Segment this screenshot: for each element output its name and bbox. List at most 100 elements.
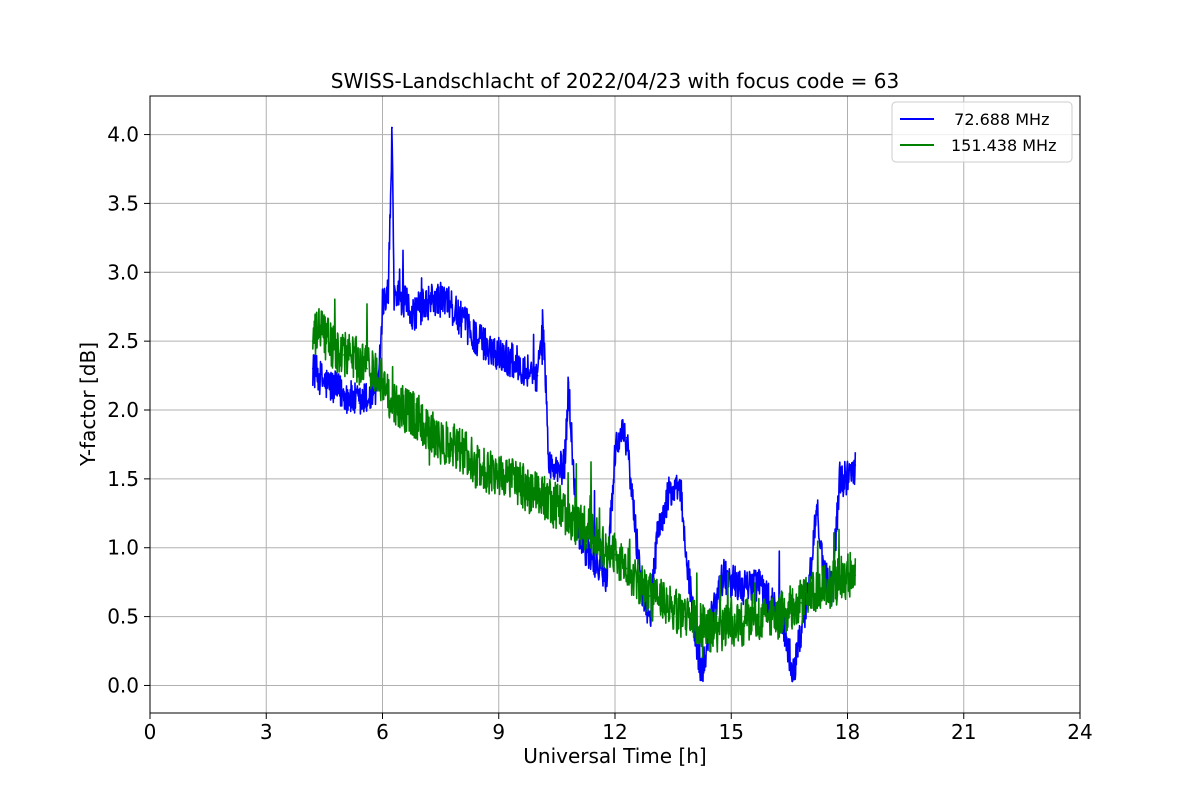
data-point-151mhz [846,574,849,577]
data-point-72mhz [594,560,597,563]
data-point-151mhz [556,505,558,508]
data-point-151mhz [327,340,330,342]
data-point-72mhz [668,491,671,494]
data-point-151mhz [567,512,570,515]
series-layer [312,126,857,683]
data-point-72mhz [443,299,446,301]
data-point-151mhz [776,615,779,618]
data-point-151mhz [591,533,593,535]
data-point-72mhz [649,615,651,618]
data-point-151mhz [319,326,322,329]
data-point-72mhz [734,581,736,583]
data-point-151mhz [811,595,814,597]
data-point-72mhz [490,347,492,349]
y-tick-label: 3.0 [107,260,139,284]
data-point-151mhz [854,574,857,577]
data-point-151mhz [350,354,353,356]
data-point-151mhz [521,485,523,487]
data-point-151mhz [366,367,368,370]
data-point-72mhz [323,381,326,384]
data-point-72mhz [387,285,390,287]
data-point-72mhz [722,574,725,577]
data-point-72mhz [455,312,457,315]
data-point-151mhz [684,615,686,618]
data-point-72mhz [606,574,609,577]
x-tick-label: 6 [376,720,389,744]
y-axis-label: Y-factor [dB] [76,342,100,467]
y-tick-label: 1.5 [107,467,139,491]
data-point-151mhz [800,602,802,604]
y-tick-label: 2.5 [107,329,139,353]
data-point-72mhz [757,581,760,583]
data-point-72mhz [401,299,403,301]
data-point-72mhz [815,505,818,508]
data-point-72mhz [358,402,361,404]
data-point-72mhz [513,361,516,363]
data-point-151mhz [649,595,651,597]
x-tick-label: 21 [951,720,976,744]
data-point-151mhz [788,608,791,611]
data-point-151mhz [695,622,698,625]
y-tick-label: 0.5 [107,605,139,629]
data-point-151mhz [474,464,477,466]
y-tick-label: 0.0 [107,673,139,697]
data-point-151mhz [416,416,419,418]
x-axis: 0 3 6 9 12 15 18 21 24 [144,713,1093,744]
data-point-72mhz [420,305,423,308]
data-point-151mhz [823,588,826,590]
data-point-151mhz [730,622,733,625]
chart-title: SWISS-Landschlacht of 2022/04/23 with fo… [331,69,899,93]
y-tick-label: 1.0 [107,536,139,560]
x-tick-label: 15 [719,720,744,744]
data-point-151mhz [486,471,488,473]
data-point-151mhz [625,567,628,570]
data-point-72mhz [501,354,504,356]
data-point-72mhz [391,126,394,129]
x-tick-label: 24 [1067,720,1092,744]
y-tick-label: 4.0 [107,123,139,147]
data-point-151mhz [707,629,709,632]
x-tick-label: 9 [492,720,505,744]
data-point-72mhz [839,478,841,480]
data-point-72mhz [312,367,314,370]
data-point-72mhz [567,381,570,384]
legend: 72.688 MHz 151.438 MHz [891,101,1073,163]
data-point-72mhz [746,588,748,590]
data-point-151mhz [343,354,345,356]
data-point-151mhz [463,450,465,453]
data-point-72mhz [466,326,469,329]
data-point-151mhz [393,402,395,404]
data-point-72mhz [370,395,372,398]
data-point-72mhz [412,312,415,315]
data-point-151mhz [312,340,314,342]
series-trace-151mhz [312,298,857,658]
data-point-151mhz [602,546,605,549]
y-tick-label: 2.0 [107,398,139,422]
data-point-151mhz [381,381,384,384]
x-axis-label: Universal Time [h] [523,744,706,768]
data-point-72mhz [556,471,558,473]
data-point-72mhz [335,388,337,391]
data-point-151mhz [532,491,535,494]
data-point-151mhz [335,347,337,349]
data-point-151mhz [742,622,744,625]
data-point-72mhz [699,677,702,680]
x-tick-label: 18 [835,720,860,744]
data-point-151mhz [835,581,837,583]
data-point-72mhz [687,574,690,577]
data-point-72mhz [618,436,620,439]
data-point-72mhz [548,464,550,466]
data-point-72mhz [680,491,682,494]
data-point-72mhz [381,299,384,301]
data-point-72mhz [432,299,434,301]
legend-label-151mhz: 151.438 MHz [951,136,1056,155]
data-point-151mhz [614,553,616,556]
data-point-72mhz [536,374,539,377]
data-point-72mhz [542,326,545,329]
data-point-151mhz [753,615,756,618]
data-point-151mhz [765,615,767,618]
data-point-151mhz [374,367,376,370]
data-point-151mhz [498,471,500,473]
